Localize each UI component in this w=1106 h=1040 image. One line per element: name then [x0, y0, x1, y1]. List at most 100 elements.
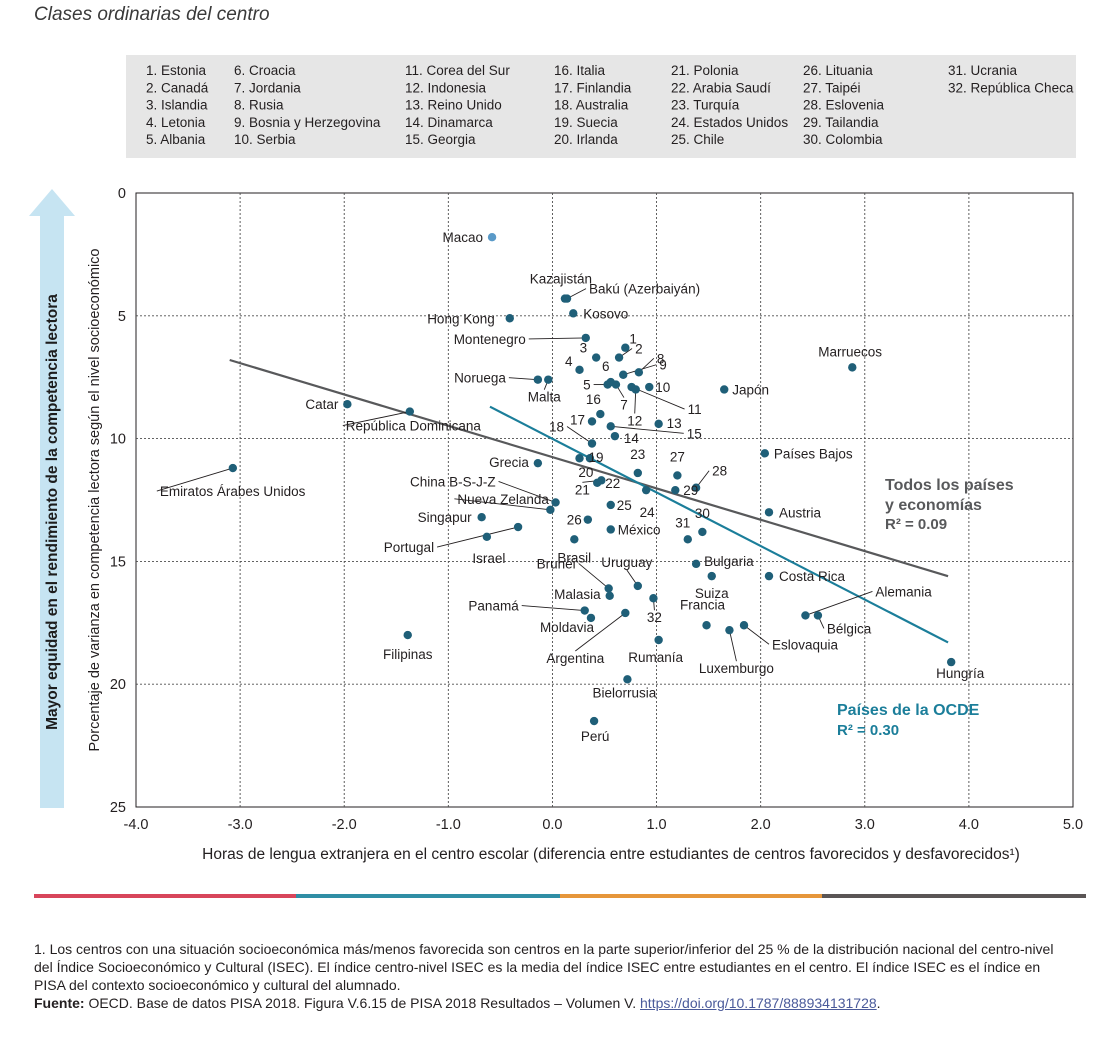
leader-line	[743, 624, 770, 645]
label-26: 26	[567, 513, 582, 528]
key-entry-26-lituania: 26. Lituania	[803, 63, 873, 78]
key-entry-4-letonia: 4. Letonia	[146, 115, 206, 130]
point-malasia	[605, 591, 614, 600]
y-tick-label: 15	[110, 554, 126, 570]
point-hungria	[946, 657, 956, 667]
key-entry-10-serbia: 10. Serbia	[234, 132, 296, 147]
country-key: 1. Estonia 2. Canadá 3. Islandia 4. Letonia…	[146, 63, 1074, 147]
label-30: 30	[695, 506, 710, 521]
key-entry-11-corea-del-sur: 11. Corea del Sur	[405, 63, 510, 78]
label-kazajistan: Kazajistán	[530, 272, 592, 287]
label-32: 32	[647, 610, 662, 625]
point-2	[614, 353, 624, 362]
country-key-box	[126, 55, 1076, 158]
label-29: 29	[683, 483, 698, 498]
key-entry-18-australia: 18. Australia	[554, 98, 629, 113]
point-mexico	[606, 525, 615, 534]
key-entry-29-tailandia: 29. Tailandia	[803, 115, 879, 130]
band-segment-2	[296, 894, 560, 898]
label-francia: Francia	[680, 597, 726, 612]
point-alemania	[801, 611, 810, 620]
point-portugal	[513, 522, 523, 532]
point-18	[587, 439, 597, 448]
point-20	[585, 454, 595, 463]
label-brunei: Brunéi	[537, 556, 576, 571]
point-24	[641, 485, 651, 495]
label-uruguay: Uruguay	[601, 555, 652, 570]
point-31	[683, 535, 692, 544]
y-axis-title: Porcentaje de varianza en competencia le…	[87, 249, 103, 752]
key-entry-28-eslovenia: 28. Eslovenia	[803, 98, 885, 113]
point-rumania	[654, 635, 663, 645]
label-kosovo: Kosovo	[583, 306, 628, 321]
point-26	[583, 515, 593, 524]
point-16	[596, 409, 605, 419]
leader-line	[342, 411, 410, 427]
label-montenegro: Montenegro	[454, 332, 526, 347]
label-22: 22	[605, 476, 620, 491]
label-alemania: Alemania	[875, 584, 932, 599]
point-7	[611, 380, 621, 389]
footnotes: 1. Los centros con una situación socioec…	[34, 940, 1074, 1012]
key-entry-8-rusia: 8. Rusia	[234, 98, 284, 113]
key-entry-19-suecia: 19. Suecia	[554, 115, 618, 130]
label-marruecos: Marruecos	[818, 344, 882, 359]
label-catar: Catar	[305, 397, 339, 412]
label-bulgaria: Bulgaria	[704, 554, 754, 569]
label-8: 8	[657, 351, 665, 366]
label-nueva-zelanda: Nueva Zelanda	[457, 492, 549, 507]
key-entry-22-arabia-saudi: 22. Arabia Saudí	[671, 80, 771, 95]
point-10	[645, 382, 654, 392]
label-2: 2	[635, 342, 643, 357]
point-suiza	[707, 571, 716, 581]
plot-area	[135, 192, 1074, 808]
leader-line	[805, 591, 873, 616]
point-emiratos-arabes-unidos	[228, 463, 238, 473]
label-31: 31	[675, 515, 690, 530]
source-link[interactable]: https://doi.org/10.1787/888934131728	[640, 995, 877, 1011]
footnote-text: 1. Los centros con una situación socioec…	[34, 941, 1054, 993]
y-tick-label: 25	[110, 800, 126, 816]
label-19: 19	[589, 450, 604, 465]
axis-ticks: -4.0 -3.0 -2.0 -1.0 0.0 1.0 2.0 3.0 4.0 5.0051015…	[110, 186, 1083, 833]
point-brasil	[570, 535, 579, 544]
key-entry-32-republica-checa: 32. República Checa	[948, 80, 1074, 95]
label-suiza: Suiza	[695, 586, 729, 601]
point-23	[633, 468, 643, 478]
key-entry-2-canada: 2. Canadá	[146, 80, 209, 95]
key-entry-14-dinamarca: 14. Dinamarca	[405, 115, 493, 130]
point-francia	[702, 621, 711, 630]
x-tick-label: -3.0	[228, 817, 253, 833]
key-entry-20-irlanda: 20. Irlanda	[554, 132, 618, 147]
trend-all-label-line-2: y economías	[885, 497, 982, 514]
leader-line	[575, 612, 626, 652]
point-9	[619, 370, 628, 379]
key-entry-5-albania: 5. Albania	[146, 132, 206, 147]
point-17	[587, 417, 597, 426]
point-macao	[487, 233, 497, 242]
point-paises-bajos	[760, 449, 770, 458]
leader-line	[566, 426, 593, 444]
point-moldavia	[586, 613, 596, 623]
x-tick-label: -4.0	[124, 817, 149, 833]
trend-lines	[229, 358, 949, 644]
point-32	[649, 594, 658, 603]
key-entry-13-reino-unido: 13. Reino Unido	[405, 98, 502, 113]
label-23: 23	[630, 447, 645, 462]
x-axis-title: Horas de lengua extranjera en el centro …	[202, 846, 1020, 863]
label-20: 20	[578, 465, 593, 480]
point-27	[673, 471, 682, 480]
point-luxemburgo	[725, 625, 734, 635]
point-filipinas	[403, 630, 412, 640]
trend-all-label-line-1: Todos los países	[885, 477, 1014, 494]
band-segment-4	[822, 894, 1086, 898]
label-noruega: Noruega	[454, 371, 506, 386]
point-montenegro	[581, 333, 590, 343]
point-nueva-zelanda	[546, 505, 555, 515]
x-tick-label: -1.0	[436, 817, 461, 833]
point-22	[593, 478, 602, 488]
label-panama: Panamá	[468, 599, 519, 614]
label-baku-azerbaiyan: Bakú (Azerbaiyán)	[589, 282, 700, 297]
leader-line	[728, 630, 737, 662]
